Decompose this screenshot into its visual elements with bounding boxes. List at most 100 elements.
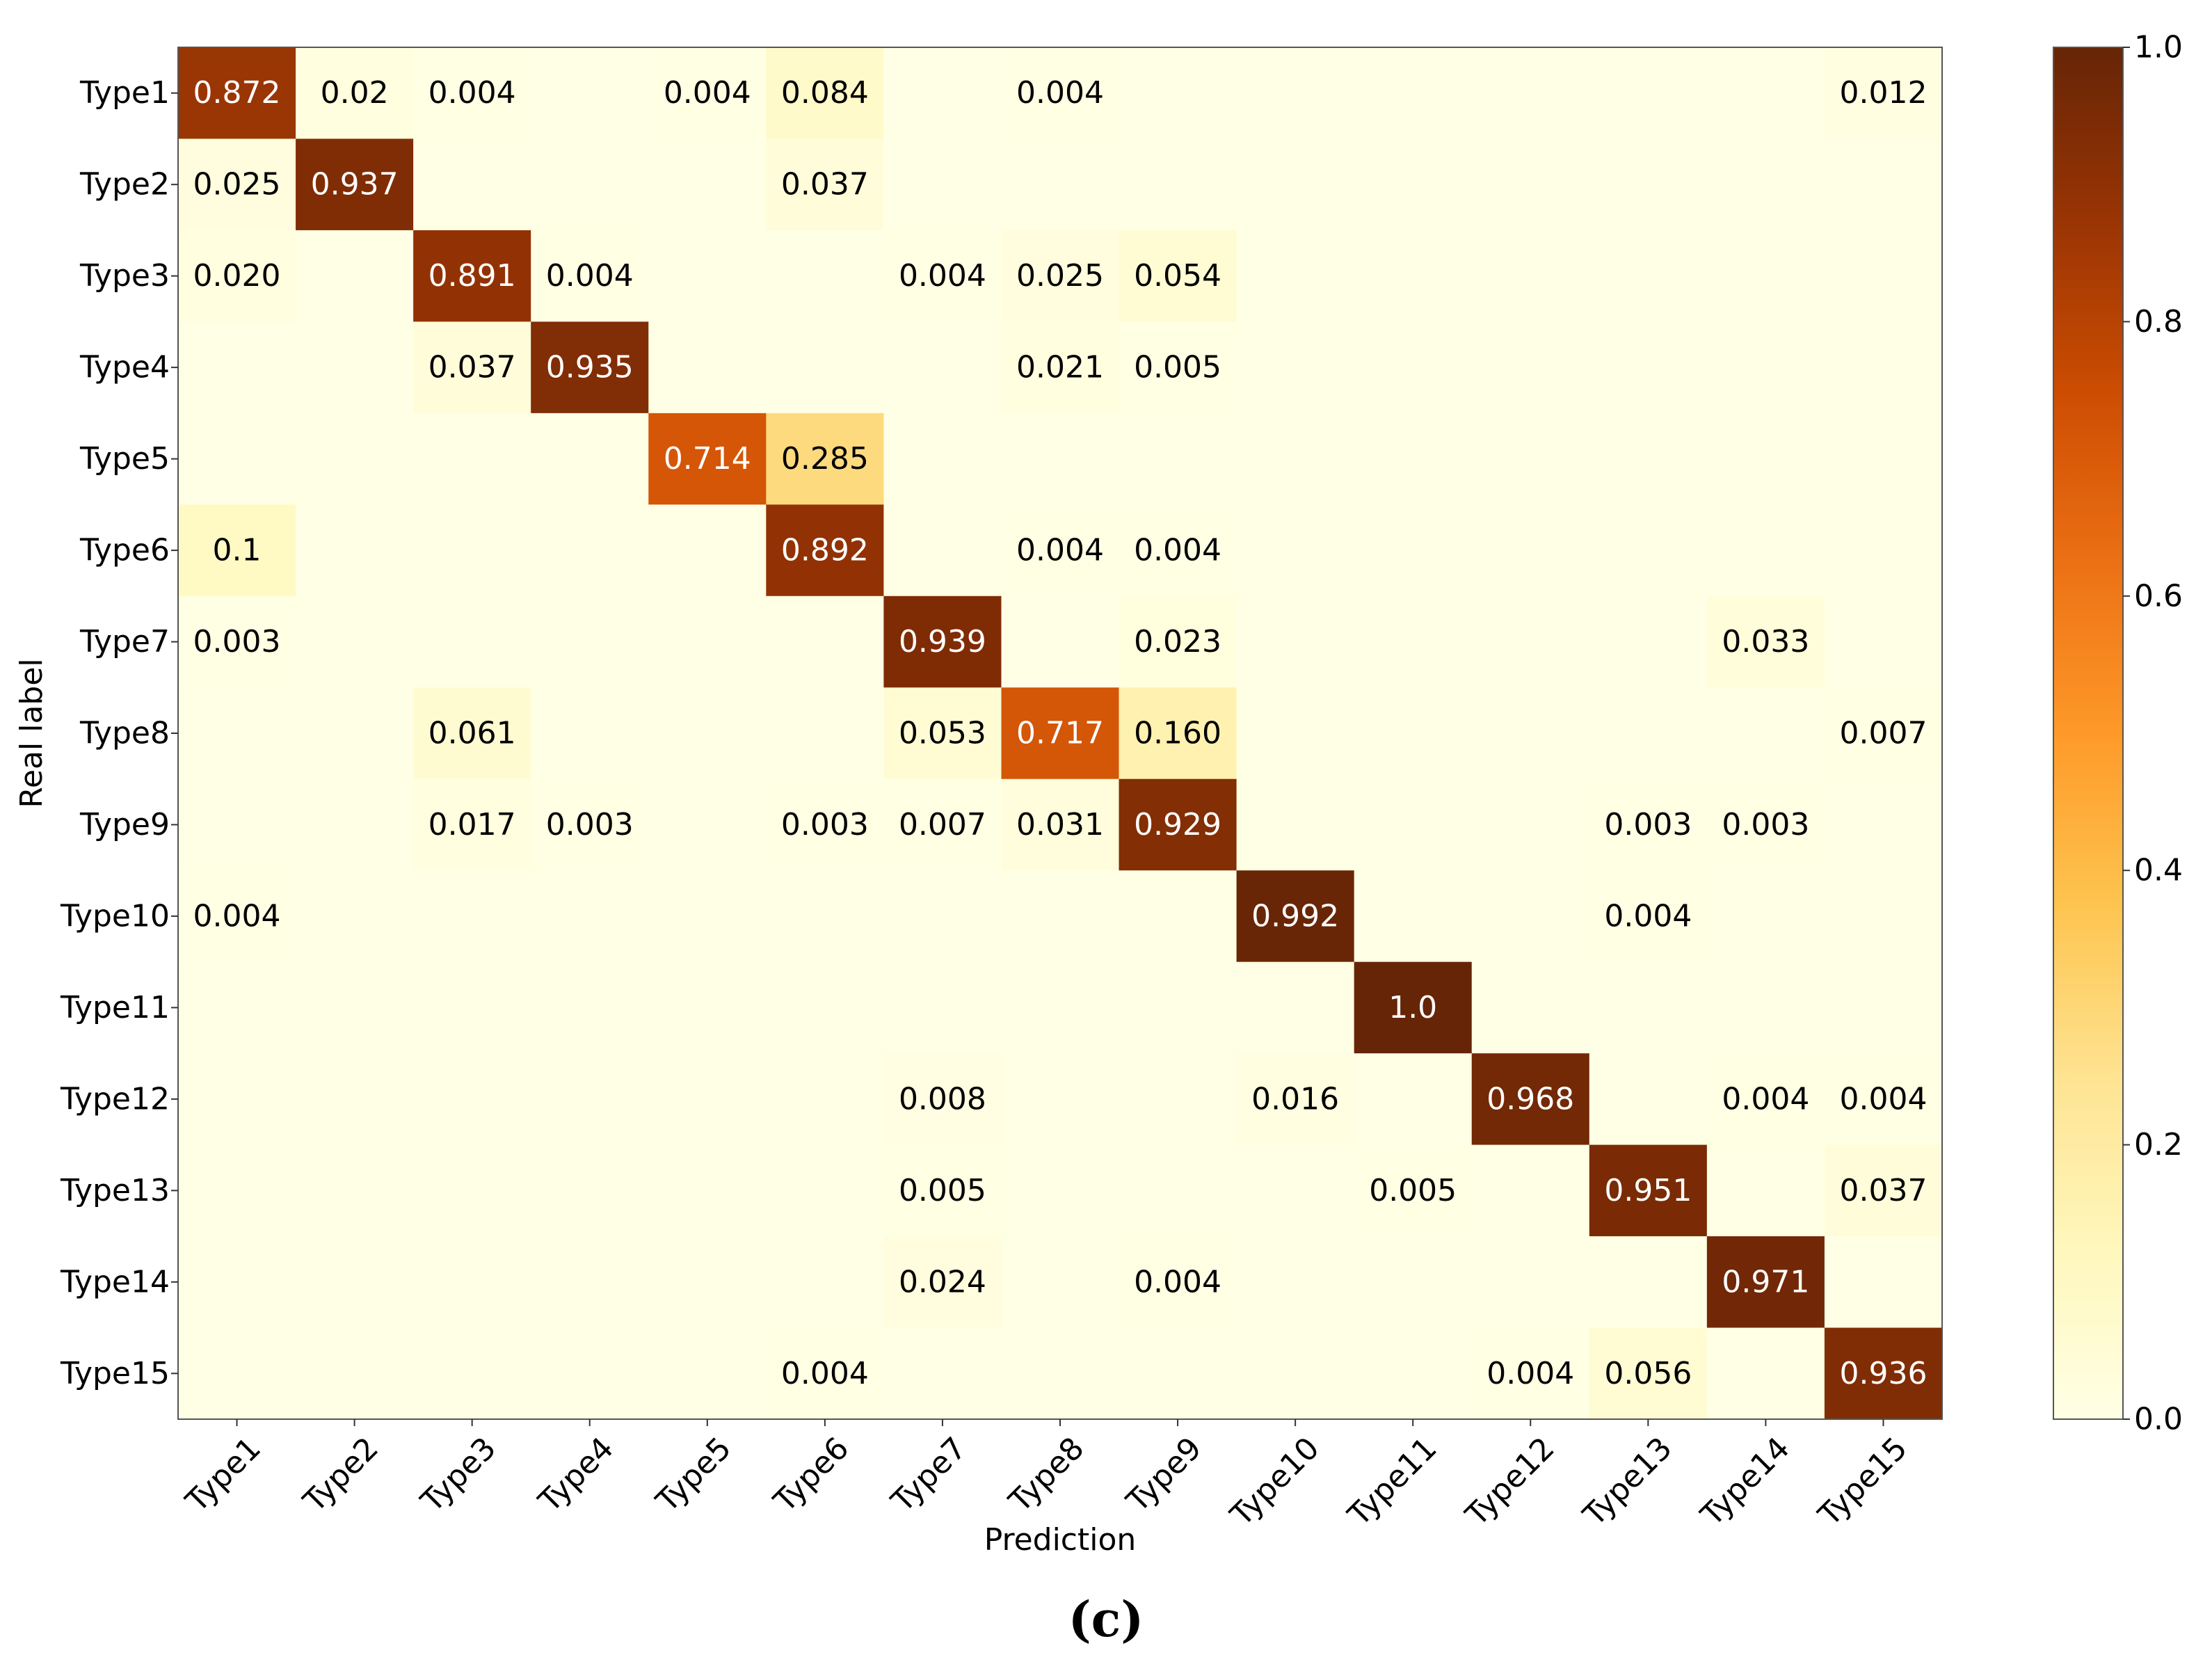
cell-value-label: 0.008 <box>899 1081 986 1117</box>
heatmap-cell <box>178 961 296 1054</box>
cell-value-label: 0.004 <box>1839 1081 1927 1117</box>
heatmap-cell <box>1001 595 1120 688</box>
heatmap-cell <box>1119 321 1237 414</box>
cell-value-label: 0.005 <box>1369 1173 1457 1208</box>
heatmap-cell <box>1236 504 1355 597</box>
heatmap-cell <box>1471 47 1590 139</box>
figure-caption: (c) <box>1068 1590 1144 1648</box>
heatmap-cell <box>1119 1144 1237 1237</box>
cell-value-label: 0.891 <box>428 258 516 294</box>
heatmap-cell <box>883 413 1002 505</box>
cell-value-label: 0.968 <box>1486 1081 1574 1117</box>
cell-value-label: 0.037 <box>1839 1173 1927 1208</box>
cell-value-label: 0.02 <box>321 75 389 111</box>
heatmap-cell <box>531 778 649 871</box>
heatmap-cell <box>1119 47 1237 139</box>
cell-value-label: 0.929 <box>1134 807 1221 842</box>
heatmap-cell <box>413 1144 531 1237</box>
cell-value-label: 0.037 <box>781 167 869 202</box>
heatmap-cell <box>1471 230 1590 322</box>
x-tick-label: Type11 <box>1341 1430 1444 1533</box>
heatmap-cell <box>883 1327 1002 1420</box>
heatmap-cell <box>531 321 649 414</box>
cell-value-label: 0.003 <box>546 807 634 842</box>
heatmap-cell <box>1824 47 1943 139</box>
cell-value-label: 0.007 <box>1839 716 1927 751</box>
heatmap-cell <box>1589 47 1708 139</box>
heatmap-cell <box>178 504 296 597</box>
x-axis-ticks: Type1 Type2 Type3 Type4 Type5 Type6 Type7 Type8… <box>179 1419 1914 1533</box>
heatmap-cell <box>1824 138 1943 231</box>
heatmap-cell <box>1119 413 1237 505</box>
heatmap-cell <box>531 595 649 688</box>
heatmap-cell <box>531 1327 649 1420</box>
heatmap-cell <box>1354 504 1473 597</box>
heatmap-cell <box>1471 687 1590 780</box>
heatmap-cell <box>531 138 649 231</box>
heatmap-cell <box>178 321 296 414</box>
heatmap-cell <box>1706 1236 1825 1329</box>
heatmap-cell <box>1119 778 1237 871</box>
y-tick-label: Type4 <box>79 350 170 385</box>
heatmap-cell <box>178 1144 296 1237</box>
cell-value-label: 0.939 <box>899 624 986 659</box>
y-tick-label: Type10 <box>60 898 170 934</box>
heatmap-cell <box>178 413 296 505</box>
cell-value-label: 0.285 <box>781 441 869 477</box>
heatmap-cell <box>296 1053 414 1146</box>
heatmap-cell <box>1001 47 1120 139</box>
cell-value-label: 0.971 <box>1722 1264 1809 1300</box>
y-axis-label: Real label <box>14 658 49 808</box>
heatmap-cell <box>766 413 884 505</box>
cell-value-label: 0.717 <box>1016 716 1104 751</box>
x-tick-label: Type3 <box>414 1430 503 1519</box>
heatmap-cell <box>178 778 296 871</box>
heatmap-cell <box>1706 1327 1825 1420</box>
heatmap-cell <box>413 870 531 963</box>
cell-value-label: 0.061 <box>428 716 516 751</box>
heatmap-cell <box>1119 138 1237 231</box>
heatmap-cell <box>648 778 767 871</box>
colorbar-ticks: 0.0 0.2 0.4 0.6 0.8 1.0 <box>2123 30 2183 1437</box>
heatmap-cells <box>178 47 1943 1420</box>
heatmap-cell <box>178 47 296 139</box>
heatmap-cell <box>1589 1144 1708 1237</box>
heatmap-cell <box>1706 138 1825 231</box>
heatmap-cell <box>1824 595 1943 688</box>
cell-value-label: 0.003 <box>1722 807 1809 842</box>
heatmap-cell <box>1354 687 1473 780</box>
cell-value-labels: 0.872 0.02 0.004 0.004 0.084 0.004 0.012 0.025 0… <box>193 75 1928 1391</box>
heatmap-cell <box>1589 321 1708 414</box>
heatmap-cell <box>1471 870 1590 963</box>
heatmap-cell <box>178 230 296 322</box>
heatmap-cell <box>1824 413 1943 505</box>
cell-value-label: 0.017 <box>428 807 516 842</box>
heatmap-cell <box>178 1327 296 1420</box>
cell-value-label: 0.025 <box>1016 258 1104 294</box>
heatmap-cell <box>1824 230 1943 322</box>
heatmap-cell <box>296 413 414 505</box>
cell-value-label: 0.025 <box>193 167 281 202</box>
heatmap-cell <box>1354 778 1473 871</box>
heatmap-cell <box>1471 504 1590 597</box>
y-tick-label: Type12 <box>60 1081 170 1117</box>
heatmap-cell <box>766 870 884 963</box>
heatmap-cell <box>1824 1236 1943 1329</box>
heatmap-cell <box>1236 1053 1355 1146</box>
heatmap-cell <box>1354 595 1473 688</box>
heatmap-cell <box>1354 413 1473 505</box>
heatmap-cell <box>648 1144 767 1237</box>
y-tick-label: Type8 <box>79 716 170 751</box>
x-tick-label: Type2 <box>296 1430 385 1519</box>
cell-value-label: 0.936 <box>1839 1356 1927 1391</box>
heatmap-cell <box>1236 1236 1355 1329</box>
heatmap-cell <box>1824 961 1943 1054</box>
heatmap-cell <box>1471 413 1590 505</box>
heatmap-cell <box>413 230 531 322</box>
heatmap-cell <box>1589 961 1708 1054</box>
heatmap-cell <box>531 687 649 780</box>
cell-value-label: 0.004 <box>1134 1264 1221 1300</box>
heatmap-cell <box>1119 1327 1237 1420</box>
cell-value-label: 0.005 <box>899 1173 986 1208</box>
